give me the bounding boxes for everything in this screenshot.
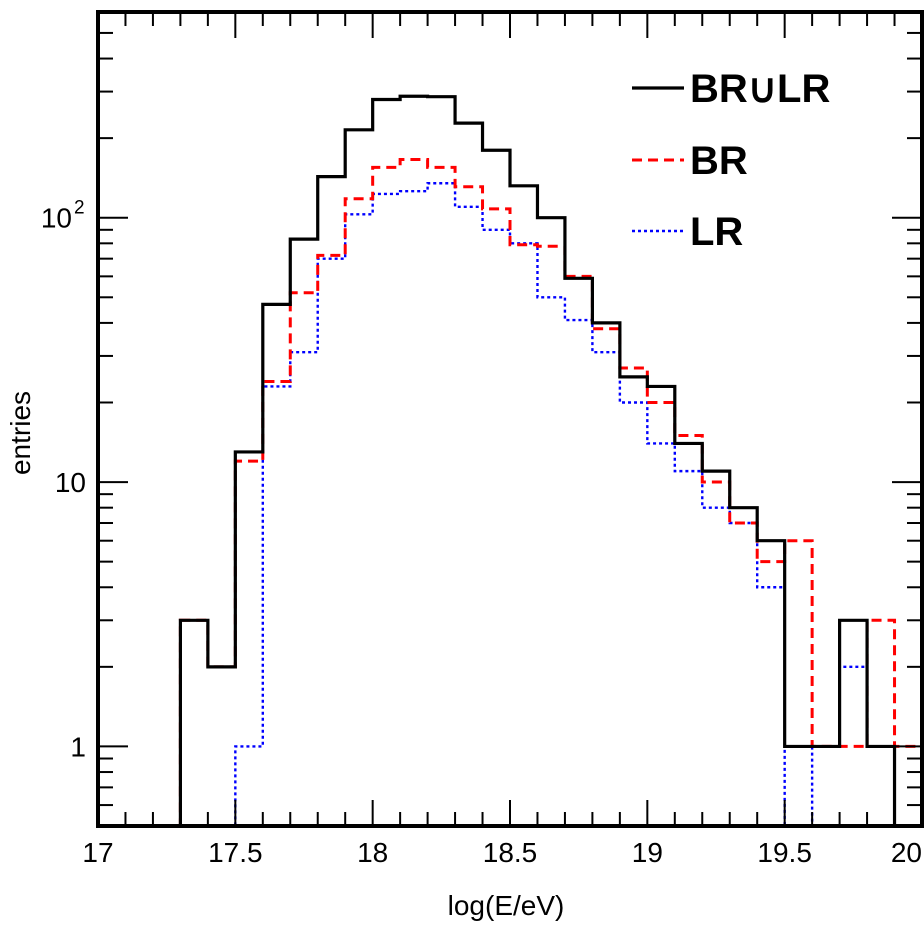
x-axis-title: log(E/eV)	[448, 890, 565, 921]
y-tick-exponent: 2	[74, 198, 85, 219]
series-line-2	[98, 182, 922, 828]
x-tick-label: 19.5	[757, 837, 812, 868]
y-axis-title: entries	[5, 391, 36, 475]
histogram-layer	[98, 94, 922, 828]
y-tick-label: 1	[70, 731, 86, 762]
series-line-0	[98, 94, 922, 828]
x-tick-label: 18	[357, 837, 388, 868]
x-tick-label: 18.5	[483, 837, 538, 868]
legend: BR∪LR BR LR	[632, 67, 830, 254]
legend-label-2: LR	[690, 210, 743, 254]
x-tick-label: 19	[632, 837, 663, 868]
plot-frame	[96, 10, 924, 828]
y-tick-label: 10	[55, 467, 86, 498]
y-tick-label: 10	[41, 203, 72, 234]
series-line-1	[98, 158, 922, 828]
legend-label-1: BR	[690, 139, 748, 183]
x-tick-label: 17.5	[208, 837, 263, 868]
legend-label-0: BR∪LR	[690, 67, 830, 111]
x-tick-label: 20	[891, 837, 922, 868]
x-tick-label: 17	[82, 837, 113, 868]
